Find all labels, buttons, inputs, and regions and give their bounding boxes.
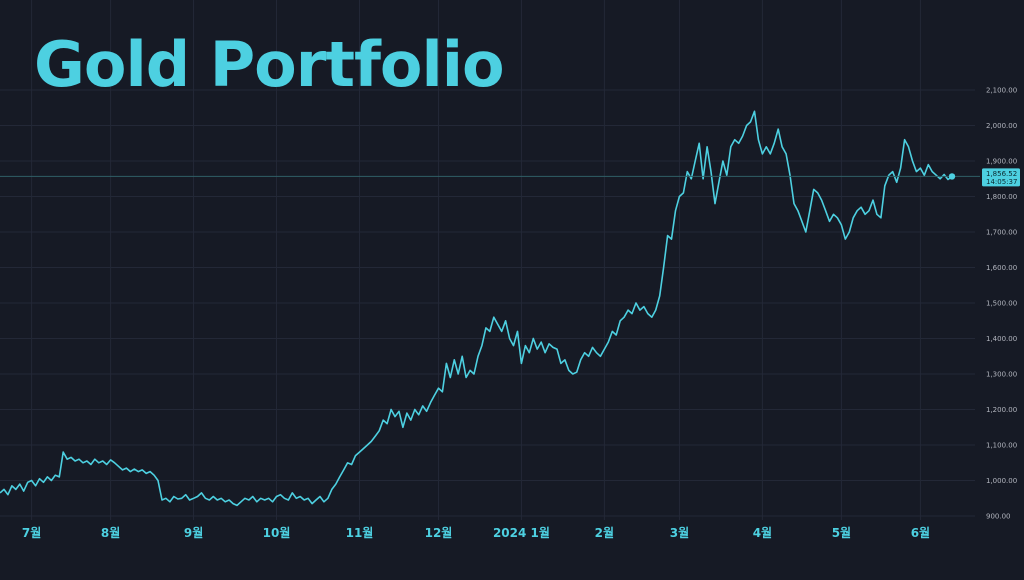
x-tick-label: 4월 — [753, 525, 772, 540]
y-tick-label: 1,800.00 — [986, 193, 1017, 201]
x-tick-label: 10월 — [263, 525, 291, 540]
y-tick-label: 1,000.00 — [986, 477, 1017, 485]
y-tick-label: 1,400.00 — [986, 335, 1017, 343]
y-tick-label: 2,100.00 — [986, 87, 1017, 95]
y-axis: 2,100.00 2,000.00 1,900.00 1,800.00 1,700.00… — [986, 87, 1017, 521]
y-tick-label: 1,600.00 — [986, 264, 1017, 272]
last-price-time: 14:05:37 — [986, 178, 1017, 186]
x-tick-label: 5월 — [832, 525, 851, 540]
y-tick-label: 1,500.00 — [986, 300, 1017, 308]
x-tick-label: 9월 — [184, 525, 203, 540]
x-tick-label: 6월 — [911, 525, 930, 540]
chart-title: Gold Portfolio — [34, 28, 505, 101]
y-tick-label: 1,300.00 — [986, 371, 1017, 379]
x-tick-label: 8월 — [101, 525, 120, 540]
x-tick-label: 12월 — [425, 525, 453, 540]
y-tick-label: 900.00 — [986, 513, 1011, 521]
grid-lines — [0, 0, 975, 520]
last-price-dot — [948, 173, 956, 180]
x-tick-label: 2024 1월 — [493, 525, 550, 540]
series-line — [0, 110, 953, 507]
x-tick-label: 11월 — [346, 525, 374, 540]
y-tick-label: 2,000.00 — [986, 122, 1017, 130]
last-price-tag — [982, 168, 1020, 187]
y-tick-label: 1,900.00 — [986, 158, 1017, 166]
price-series — [0, 110, 953, 507]
x-tick-label: 3월 — [670, 525, 689, 540]
y-tick-label: 1,700.00 — [986, 229, 1017, 237]
x-tick-label: 2월 — [595, 525, 614, 540]
last-price-value: 1,856.52 — [986, 170, 1017, 178]
y-tick-label: 1,100.00 — [986, 442, 1017, 450]
x-tick-label: 7월 — [22, 525, 41, 540]
y-tick-label: 1,200.00 — [986, 406, 1017, 414]
x-axis: 7월 8월 9월 10월 11월 12월 2024 1월 2월 3월 4월 5월 6월 — [22, 525, 930, 540]
